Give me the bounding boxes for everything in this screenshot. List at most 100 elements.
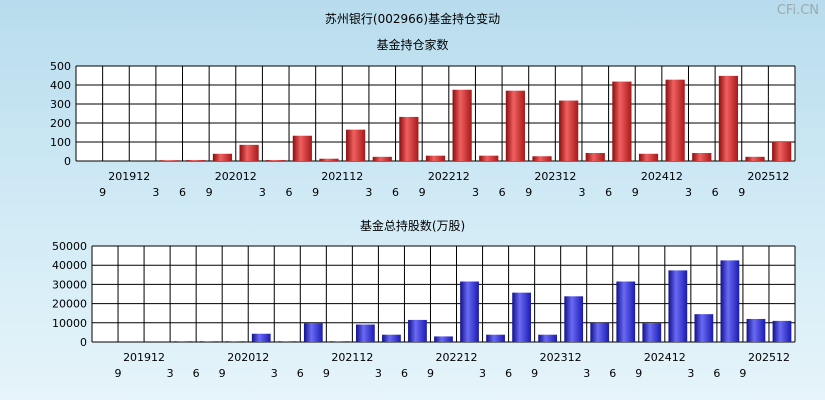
chart2-x-tick-label: 6 — [505, 367, 512, 380]
chart2-x-tick-label: 202312 — [540, 351, 582, 364]
chart2-x-tick-label: 3 — [271, 367, 278, 380]
chart2-x-tick-label: 202112 — [331, 351, 373, 364]
chart2-bar — [616, 281, 636, 342]
chart1-bar — [186, 160, 206, 161]
chart1-y-tick-label: 300 — [50, 98, 71, 111]
chart1-title: 基金持仓家数 — [376, 38, 449, 52]
chart2-x-tick-label: 202412 — [644, 351, 686, 364]
chart2-bar — [512, 292, 531, 342]
chart2-bar — [434, 336, 453, 342]
chart1-bar — [585, 153, 605, 161]
chart2-x-tick-label: 3 — [375, 367, 382, 380]
chart2-bar — [173, 341, 193, 342]
chart2-y-tick-label: 30000 — [52, 278, 87, 291]
chart2-bar — [564, 296, 584, 342]
chart1-y-tick-label: 500 — [50, 60, 71, 73]
chart2-x-tick-label: 3 — [583, 367, 590, 380]
chart1-x-tick-label: 9 — [525, 186, 532, 199]
chart1-x-tick-label: 202212 — [428, 170, 470, 183]
chart1-bar — [532, 156, 552, 161]
chart1-bar — [346, 129, 366, 161]
chart2-x-tick-label: 202012 — [227, 351, 269, 364]
chart1-x-tick-label: 202512 — [747, 170, 789, 183]
chart1-bar — [479, 155, 499, 161]
chart2-x-tick-label: 9 — [739, 367, 746, 380]
chart2-bar — [460, 281, 479, 342]
chart1-x-tick-label: 6 — [286, 186, 293, 199]
chart2-bar — [251, 333, 271, 342]
chart2-bar — [538, 334, 558, 342]
chart2-x-tick-label: 9 — [531, 367, 538, 380]
chart1-bar — [745, 156, 765, 161]
chart2-x-tick-label: 6 — [609, 367, 616, 380]
chart2-bar — [590, 322, 610, 342]
chart1-y-tick-label: 100 — [50, 136, 71, 149]
chart2-x-tick-label: 9 — [427, 367, 434, 380]
chart2-x-tick-label: 9 — [115, 367, 122, 380]
chart1-x-tick-label: 9 — [738, 186, 745, 199]
chart2-x-tick-label: 6 — [193, 367, 200, 380]
chart2-bar — [199, 341, 219, 342]
chart2-x-tick-label: 202212 — [436, 351, 478, 364]
chart2-bar — [694, 314, 714, 342]
chart1-x-tick-label: 3 — [259, 186, 266, 199]
chart2-bar — [356, 324, 375, 342]
chart2-y-tick-label: 40000 — [52, 259, 87, 272]
chart2-bar — [772, 320, 792, 342]
chart1-x-tick-label: 6 — [605, 186, 612, 199]
chart1-x-tick-label: 3 — [472, 186, 479, 199]
chart1-bar — [399, 116, 419, 161]
page-title: 苏州银行(002966)基金持仓变动 — [324, 12, 501, 26]
chart2-x-tick-label: 6 — [713, 367, 720, 380]
chart1-bar — [239, 144, 259, 161]
chart2-bar — [303, 323, 323, 342]
chart1-y-tick-label: 200 — [50, 117, 71, 130]
chart1-x-tick-label: 202312 — [534, 170, 576, 183]
chart1-x-tick-label: 201912 — [108, 170, 150, 183]
chart1-bar — [505, 90, 525, 161]
chart2-bar — [329, 341, 349, 342]
chart1-x-tick-label: 9 — [206, 186, 213, 199]
chart1-bar — [319, 158, 339, 161]
chart1-x-tick-label: 9 — [632, 186, 639, 199]
chart2-y-tick-label: 10000 — [52, 317, 87, 330]
chart1-y-tick-label: 0 — [64, 155, 71, 168]
chart1-x-tick-label: 3 — [685, 186, 692, 199]
chart2-x-tick-label: 9 — [219, 367, 226, 380]
chart2-bar — [408, 319, 427, 342]
chart2-x-tick-label: 3 — [167, 367, 174, 380]
chart2-bar — [382, 334, 401, 342]
chart1-bar — [612, 81, 632, 161]
chart1-x-tick-label: 3 — [578, 186, 585, 199]
chart2-x-tick-label: 9 — [323, 367, 330, 380]
chart2-x-tick-label: 3 — [479, 367, 486, 380]
chart1-bar — [372, 156, 392, 161]
chart1-x-tick-label: 6 — [179, 186, 186, 199]
chart1-x-tick-label: 9 — [99, 186, 106, 199]
chart1-x-tick-label: 6 — [499, 186, 506, 199]
chart1-plot-area — [76, 66, 795, 161]
chart1-x-tick-label: 202112 — [321, 170, 363, 183]
chart2-bar — [642, 323, 662, 342]
chart2-plot-area — [92, 246, 795, 342]
chart1-bar — [665, 79, 685, 161]
chart2-title: 基金总持股数(万股) — [359, 219, 466, 233]
chart1-x-tick-label: 3 — [365, 186, 372, 199]
chart2-x-tick-label: 3 — [687, 367, 694, 380]
chart2-bar — [746, 318, 766, 342]
chart2-x-tick-label: 6 — [401, 367, 408, 380]
chart2-x-tick-label: 201912 — [123, 351, 165, 364]
chart2-bar — [486, 334, 505, 342]
chart1-x-tick-label: 202412 — [641, 170, 683, 183]
chart2-bar — [668, 270, 688, 342]
chart1-y-tick-label: 400 — [50, 79, 71, 92]
chart2-x-tick-label: 202512 — [748, 351, 790, 364]
chart1-x-tick-label: 9 — [312, 186, 319, 199]
chart2-x-tick-label: 9 — [635, 367, 642, 380]
brand-watermark: CFi.CN — [776, 3, 819, 18]
chart1-bar — [159, 160, 179, 161]
chart1-bar — [292, 135, 312, 161]
chart2-bar — [225, 341, 245, 342]
chart2-y-tick-label: 0 — [80, 336, 87, 349]
